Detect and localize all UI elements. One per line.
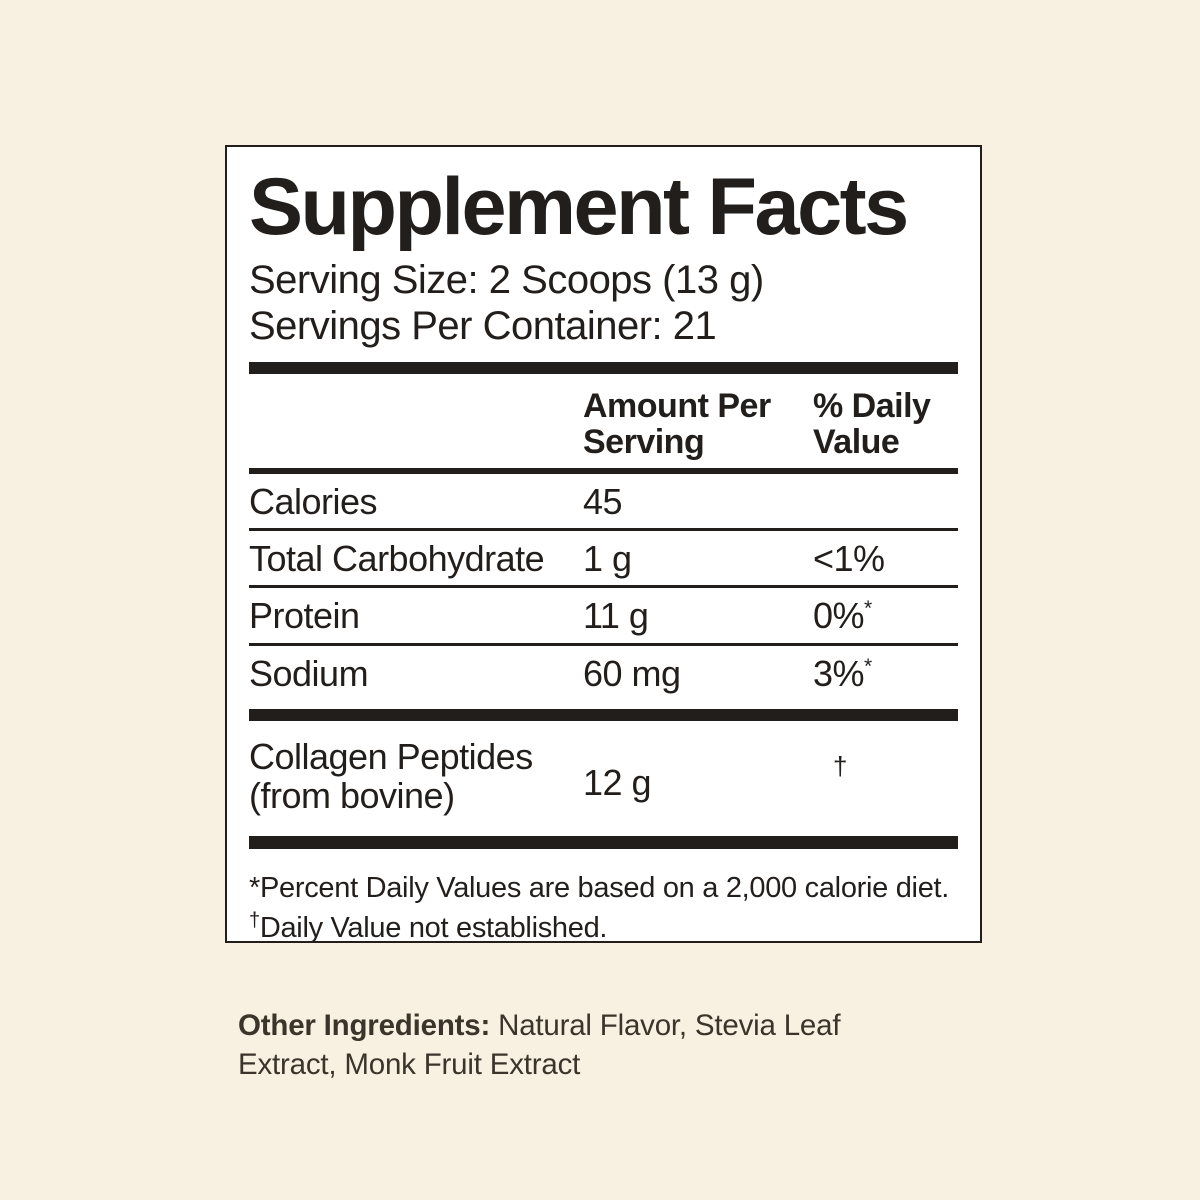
nutrient-amount: 60 mg [583,652,681,694]
servings-per-container: Servings Per Container: 21 [249,304,717,349]
divider-thick-bottom [249,835,958,849]
nutrient-dv: 0%* [813,595,872,637]
collagen-dv-dagger: † [833,751,847,782]
footnotes: *Percent Daily Values are based on a 2,0… [249,868,958,943]
serving-size: Serving Size: 2 Scoops (13 g) [249,258,764,302]
nutrient-amount: 1 g [583,538,632,580]
collagen-peptides-row: Collagen Peptides (from bovine) 12 g † [249,721,958,835]
nutrient-name: Calories [249,480,378,522]
header-spacer [249,388,583,460]
nutrient-amount: 11 g [583,595,649,637]
nutrient-name: Sodium [249,652,369,694]
footnote-percent-daily-values: *Percent Daily Values are based on a 2,0… [249,871,950,904]
nutrient-dv [813,482,958,522]
panel-title: Supplement Facts [249,162,909,252]
collagen-name: Collagen Peptides (from bovine) [249,736,533,817]
divider-thick-top [249,361,958,374]
nutrient-row-calories: Calories 45 [249,474,958,528]
divider-thick-middle [249,709,958,722]
divider-medium-header [249,467,958,474]
nutrient-row-protein: Protein 11 g 0%* [249,585,958,642]
nutrient-name: Protein [249,595,360,637]
nutrient-row-sodium: Sodium 60 mg 3%* [249,642,958,709]
other-ingredients-label: Other Ingredients: [238,1009,491,1042]
nutrient-name: Total Carbohydrate [249,538,545,580]
nutrient-row-total-carbohydrate: Total Carbohydrate 1 g <1% [249,528,958,585]
header-percent-daily-value: % Daily Value [813,386,931,461]
nutrient-dv: 3%* [813,652,872,694]
collagen-amount: 12 g [583,762,652,804]
other-ingredients: Other Ingredients: Natural Flavor, Stevi… [238,1006,853,1084]
nutrient-amount: 45 [583,480,623,522]
table-header-row: Amount Per Serving % Daily Value [249,374,958,460]
header-amount-per-serving: Amount Per Serving [583,386,771,461]
supplement-facts-panel: Supplement Facts Serving Size: 2 Scoops … [225,145,982,943]
serving-info: Serving Size: 2 Scoops (13 g) Servings P… [249,257,958,350]
nutrient-dv: <1% [813,538,885,580]
other-ingredients-text: Natural Flavor, Stevia Leaf Extract, Mon… [238,1009,841,1082]
footnote-daily-value-not-established: †Daily Value not established. [249,908,608,943]
